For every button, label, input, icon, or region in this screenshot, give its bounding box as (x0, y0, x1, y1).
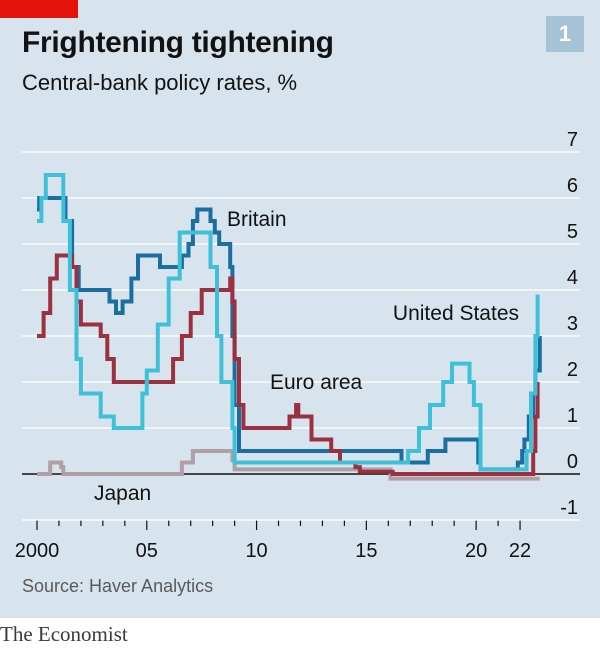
series-label-japan: Japan (94, 482, 151, 505)
series-line-united-states (37, 173, 540, 472)
y-tick-label: 0 (567, 451, 578, 473)
brand-wordmark: The Economist (0, 622, 128, 646)
y-tick-label: -1 (560, 497, 578, 519)
series-line-japan (37, 449, 540, 481)
y-tick-label: 5 (567, 221, 578, 243)
y-tick-label: 6 (567, 175, 578, 197)
source-note: Source: Haver Analytics (22, 576, 214, 596)
x-tick-label: 15 (355, 540, 377, 562)
y-tick-label: 4 (567, 267, 578, 289)
x-axis-tick-labels: 2000 05 10 15 20 22 (15, 540, 531, 562)
y-tick-label: 1 (567, 405, 578, 427)
brand-red-tab (0, 0, 78, 18)
y-axis-tick-labels: -1 0 1 2 3 4 5 6 7 (560, 129, 578, 519)
series-lines (37, 173, 542, 481)
series-line-britain (37, 196, 542, 472)
x-tick-label: 2000 (15, 540, 60, 562)
series-label-euro-area: Euro area (270, 371, 363, 394)
y-tick-label: 7 (567, 129, 578, 151)
y-tick-label: 3 (567, 313, 578, 335)
series-labels: Britain United States Euro area Japan (94, 208, 519, 505)
series-label-britain: Britain (227, 208, 287, 231)
chart-number-badge: 1 (546, 16, 584, 52)
x-tick-label: 20 (465, 540, 487, 562)
x-tick-label: 05 (136, 540, 158, 562)
chart-subtitle: Central-bank policy rates, % (22, 70, 298, 95)
x-tick-label: 22 (509, 540, 531, 562)
chart-title: Frightening tightening (22, 26, 334, 59)
chart-panel (0, 0, 600, 618)
x-axis-ticks (22, 519, 580, 530)
x-tick-label: 10 (245, 540, 267, 562)
series-label-united-states: United States (393, 302, 519, 325)
line-chart: -1 0 1 2 3 4 5 6 7 2000 05 10 15 20 22 Britain United … (15, 129, 580, 562)
y-tick-label: 2 (567, 359, 578, 381)
